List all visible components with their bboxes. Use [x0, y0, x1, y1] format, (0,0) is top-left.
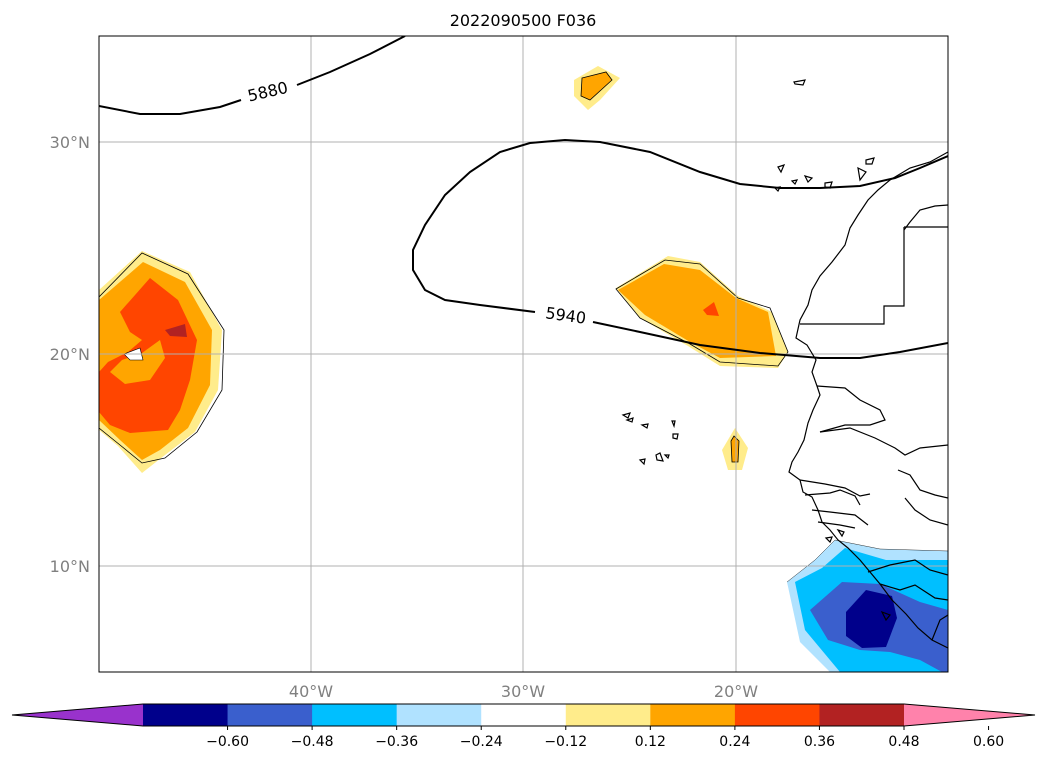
colorbar-tick-label: 0.12	[635, 734, 666, 750]
colorbar-extend-high	[904, 704, 1035, 726]
anomaly-west-positive	[99, 251, 225, 473]
colorbar-segment	[396, 704, 482, 726]
figure-title: 2022090500 F036	[450, 11, 597, 30]
colorbar-segment	[143, 704, 229, 726]
lat-tick-label: 10°N	[50, 557, 90, 576]
gridlines	[99, 36, 948, 672]
colorbar-tick-label: 0.60	[973, 734, 1004, 750]
lon-tick-label: 20°W	[714, 682, 758, 701]
colorbar-tick-label: −0.36	[375, 734, 418, 750]
colorbar-tick-label: 0.48	[888, 734, 919, 750]
anomaly-small-positive	[722, 428, 748, 470]
map-panel: 5880 5940	[99, 36, 948, 672]
lon-tick-label: 40°W	[289, 682, 333, 701]
colorbar-segment	[227, 704, 313, 726]
height-contours	[99, 36, 948, 359]
map-frame	[98, 35, 949, 673]
colorbar-tick-label: −0.12	[544, 734, 587, 750]
colorbar-segment	[734, 704, 820, 726]
lat-tick-label: 30°N	[50, 133, 90, 152]
colorbar-tick-label: 0.24	[719, 734, 750, 750]
colorbar-extend-low	[12, 704, 143, 726]
anomaly-southeast-negative	[786, 539, 948, 672]
colorbar-tick-label: −0.24	[460, 734, 503, 750]
colorbar-segment	[481, 704, 567, 726]
colorbar-segment	[312, 704, 398, 726]
colorbar-segment	[650, 704, 736, 726]
lon-tick-label: 30°W	[501, 682, 545, 701]
coastlines	[621, 79, 948, 649]
anomaly-north-positive	[574, 66, 620, 110]
colorbar-segment	[819, 704, 905, 726]
colorbar: −0.60 −0.48 −0.36 −0.24 −0.12 0.12 0.24 0.36 0.4…	[11, 703, 1036, 750]
lat-tick-labels: 30°N 20°N 10°N	[50, 133, 90, 576]
colorbar-segment	[565, 704, 651, 726]
lon-tick-labels: 40°W 30°W 20°W	[289, 682, 758, 701]
colorbar-tick-label: −0.60	[206, 734, 249, 750]
lat-tick-label: 20°N	[50, 345, 90, 364]
colorbar-outline	[11, 703, 1036, 727]
colorbar-tick-label: 0.36	[804, 734, 835, 750]
colorbar-tick-label: −0.48	[291, 734, 334, 750]
